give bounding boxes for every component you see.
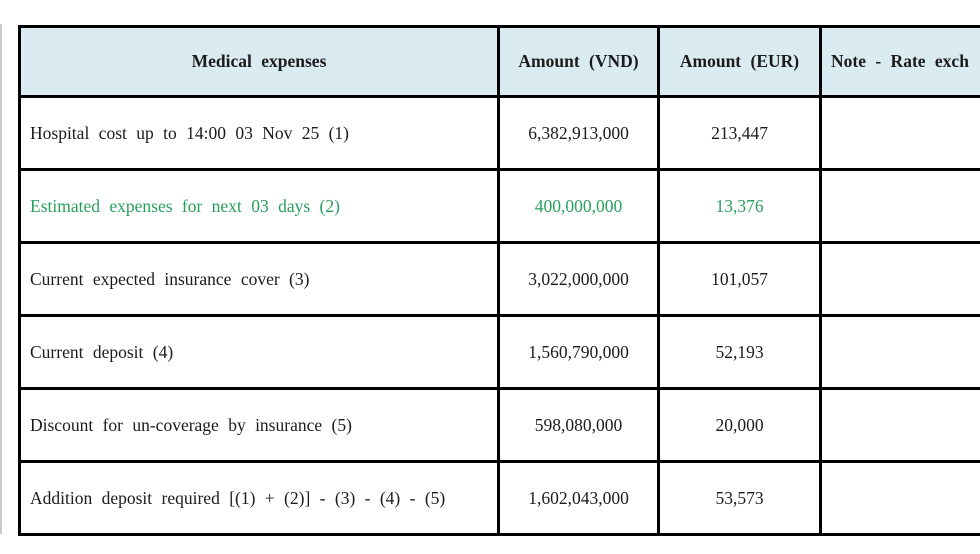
header-note-rate-exchange: Note - Rate exch <box>819 25 980 98</box>
table-row-hospital-cost: Hospital cost up to 14:00 03 Nov 25 (1) … <box>18 95 980 171</box>
header-medical-expenses: Medical expenses <box>18 25 500 98</box>
note-cell <box>819 460 980 536</box>
header-amount-vnd: Amount (VND) <box>497 25 660 98</box>
header-row: Medical expenses Amount (VND) Amount (EU… <box>18 25 980 98</box>
note-cell <box>819 95 980 171</box>
table-row-insurance-cover: Current expected insurance cover (3) 3,0… <box>18 241 980 317</box>
amount-vnd-cell: 3,022,000,000 <box>497 241 660 317</box>
row-label: Hospital cost up to 14:00 03 Nov 25 (1) <box>18 95 500 171</box>
table-row-discount-uncoverage: Discount for un-coverage by insurance (5… <box>18 387 980 463</box>
medical-expenses-table: Medical expenses Amount (VND) Amount (EU… <box>18 25 980 536</box>
amount-eur-cell: 52,193 <box>657 314 822 390</box>
note-cell <box>819 314 980 390</box>
note-cell <box>819 241 980 317</box>
amount-vnd-cell: 1,560,790,000 <box>497 314 660 390</box>
table-row-addition-deposit-required: Addition deposit required [(1) + (2)] - … <box>18 460 980 536</box>
left-crop-edge-line <box>0 24 2 534</box>
amount-eur-cell: 20,000 <box>657 387 822 463</box>
amount-vnd-cell: 1,602,043,000 <box>497 460 660 536</box>
row-label: Current expected insurance cover (3) <box>18 241 500 317</box>
amount-eur-cell: 213,447 <box>657 95 822 171</box>
row-label: Discount for un-coverage by insurance (5… <box>18 387 500 463</box>
header-amount-eur: Amount (EUR) <box>657 25 822 98</box>
amount-vnd-cell: 598,080,000 <box>497 387 660 463</box>
amount-eur-cell: 101,057 <box>657 241 822 317</box>
amount-eur-cell: 53,573 <box>657 460 822 536</box>
amount-eur-cell: 13,376 <box>657 168 822 244</box>
row-label: Estimated expenses for next 03 days (2) <box>18 168 500 244</box>
note-cell <box>819 387 980 463</box>
row-label: Addition deposit required [(1) + (2)] - … <box>18 460 500 536</box>
amount-vnd-cell: 400,000,000 <box>497 168 660 244</box>
table-row-estimated-expenses: Estimated expenses for next 03 days (2) … <box>18 168 980 244</box>
table-row-current-deposit: Current deposit (4) 1,560,790,000 52,193 <box>18 314 980 390</box>
amount-vnd-cell: 6,382,913,000 <box>497 95 660 171</box>
note-cell <box>819 168 980 244</box>
row-label: Current deposit (4) <box>18 314 500 390</box>
